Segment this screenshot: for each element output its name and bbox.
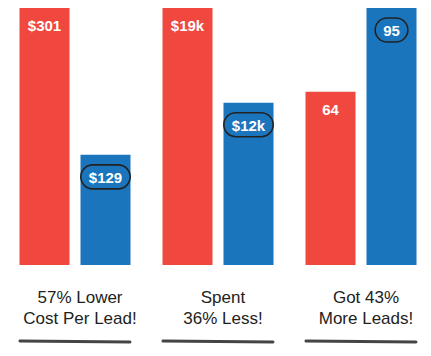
svg-text:$301: $301 [28, 17, 61, 34]
svg-text:64: 64 [322, 101, 339, 118]
svg-text:More Leads!: More Leads! [319, 309, 414, 328]
svg-text:Spent: Spent [201, 288, 246, 307]
svg-text:$12k: $12k [232, 117, 266, 134]
svg-text:57% Lower: 57% Lower [37, 288, 122, 307]
svg-text:95: 95 [383, 22, 400, 39]
svg-text:$19k: $19k [171, 17, 205, 34]
svg-text:Cost Per Lead!: Cost Per Lead! [23, 309, 136, 328]
svg-text:Got 43%: Got 43% [333, 288, 399, 307]
svg-text:36% Less!: 36% Less! [183, 309, 262, 328]
svg-text:$129: $129 [89, 169, 122, 186]
